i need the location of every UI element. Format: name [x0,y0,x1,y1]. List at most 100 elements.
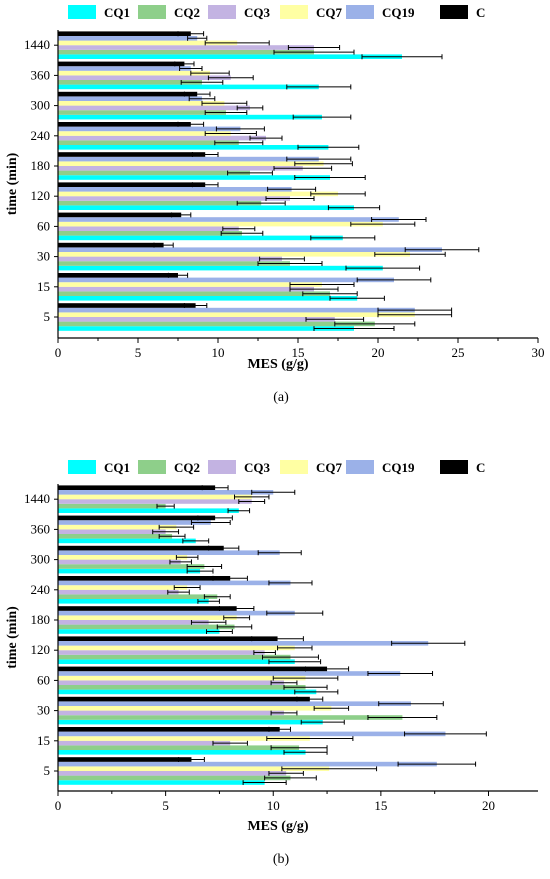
panel-label: (b) [273,852,290,867]
bar-cq7-120 [58,191,338,197]
bar-cq19-15 [58,731,446,737]
bar-cq3-1440 [58,499,252,504]
bar-c-300 [58,545,224,551]
bar-c-180 [58,606,237,611]
legend: CQ1 CQ2 CQ3 CQ7 CQ19 C [68,5,485,20]
bar-cq1-300 [58,114,322,120]
legend-swatch-cq19 [346,460,374,474]
bar-cq1-30 [58,265,383,271]
legend-label-cq1: CQ1 [104,460,130,475]
bar-c-240 [58,576,231,581]
y-tick-label: 300 [31,98,51,113]
bar-cq2-180 [58,170,250,176]
bar-cq7-300 [58,555,188,560]
y-tick-label: 1440 [24,37,50,52]
legend-label-cq3: CQ3 [244,5,271,20]
bar-cq2-15 [58,745,300,750]
bar-c-120 [58,636,278,641]
x-tick-label: 15 [292,345,305,360]
bar-cq7-240 [58,585,188,590]
x-tick-label: 20 [482,798,495,813]
bar-cq19-180 [58,156,319,162]
bar-cq7-300 [58,101,225,106]
bar-c-1440 [58,485,216,490]
x-tick-label: 15 [374,798,387,813]
bar-cq19-1440 [58,36,198,41]
legend-swatch-c [440,460,468,474]
bar-c-30 [58,242,164,248]
bar-cq3-30 [58,256,282,262]
bar-cq7-30 [58,706,332,711]
legend-label-cq1: CQ1 [104,5,130,20]
bar-cq2-360 [58,80,202,85]
y-tick-label: 5 [44,309,51,324]
x-tick-label: 5 [162,798,169,813]
bar-cq19-120 [58,187,292,192]
bar-cq3-240 [58,135,266,141]
bar-cq1-360 [58,84,319,90]
bar-cq2-360 [58,534,173,539]
bar-cq19-15 [58,277,394,283]
legend-swatch-cq7 [280,460,308,474]
y-tick-label: 360 [31,67,51,82]
y-tick-label: 120 [31,188,51,203]
bar-cq7-5 [58,312,415,317]
y-tick-label: 5 [44,763,51,778]
bar-cq19-60 [58,671,401,676]
chart-panel-b: CQ1 CQ2 CQ3 CQ7 CQ19 C 5 15 30 60 120 180 240 300 360 1… [5,460,538,867]
y-tick-label: 240 [31,582,51,597]
bar-cq3-5 [58,771,287,776]
bar-cq19-5 [58,307,415,313]
legend-swatch-c [440,5,468,19]
bar-cq3-60 [58,680,285,685]
bar-cq7-30 [58,252,410,257]
y-tick-label: 240 [31,128,51,143]
bar-cq1-180 [58,629,220,634]
bar-cq3-240 [58,589,179,595]
bar-cq19-120 [58,641,429,646]
bar-cq19-240 [58,126,241,132]
legend-label-cq7: CQ7 [316,460,343,475]
y-tick-label: 30 [37,249,50,264]
bar-c-30 [58,696,310,702]
x-tick-label: 0 [55,345,62,360]
bar-cq2-240 [58,594,218,599]
bar-cq3-5 [58,317,335,322]
bar-cq1-60 [58,235,343,241]
bar-cq3-180 [58,166,303,171]
bar-cq1-120 [58,659,295,664]
y-tick-label: 360 [31,521,51,536]
legend-label-cq2: CQ2 [174,5,200,20]
bar-cq19-180 [58,610,295,616]
bar-cq2-15 [58,291,330,296]
x-axis-title: MES (g/g) [247,357,308,372]
bar-cq7-60 [58,221,383,227]
bar-cq1-15 [58,750,306,755]
bar-cq7-15 [58,282,322,287]
bar-cq2-30 [58,715,403,720]
bar-cq2-1440 [58,49,314,55]
y-tick-label: 1440 [24,491,50,506]
x-tick-label: 0 [55,798,62,813]
legend-swatch-cq2 [138,5,166,19]
bar-cq1-1440 [58,54,402,59]
bar-cq7-360 [58,524,177,530]
bar-cq3-15 [58,740,231,746]
bar-cq19-5 [58,761,437,767]
x-tick-label: 20 [372,345,385,360]
legend-label-cq7: CQ7 [316,5,343,20]
x-tick-label: 10 [267,798,280,813]
bar-cq7-5 [58,766,330,771]
bar-cq2-60 [58,685,306,690]
bar-cq2-180 [58,624,235,630]
bar-cq3-300 [58,559,181,565]
bar-cq2-30 [58,261,290,266]
x-tick-label: 25 [452,345,465,360]
legend-swatch-cq7 [280,5,308,19]
legend-swatch-cq3 [208,5,236,19]
bar-cq19-60 [58,217,399,222]
bar-cq19-30 [58,701,412,706]
bar-cq2-120 [58,654,291,660]
bar-cq19-300 [58,550,280,555]
bar-c-15 [58,727,280,732]
